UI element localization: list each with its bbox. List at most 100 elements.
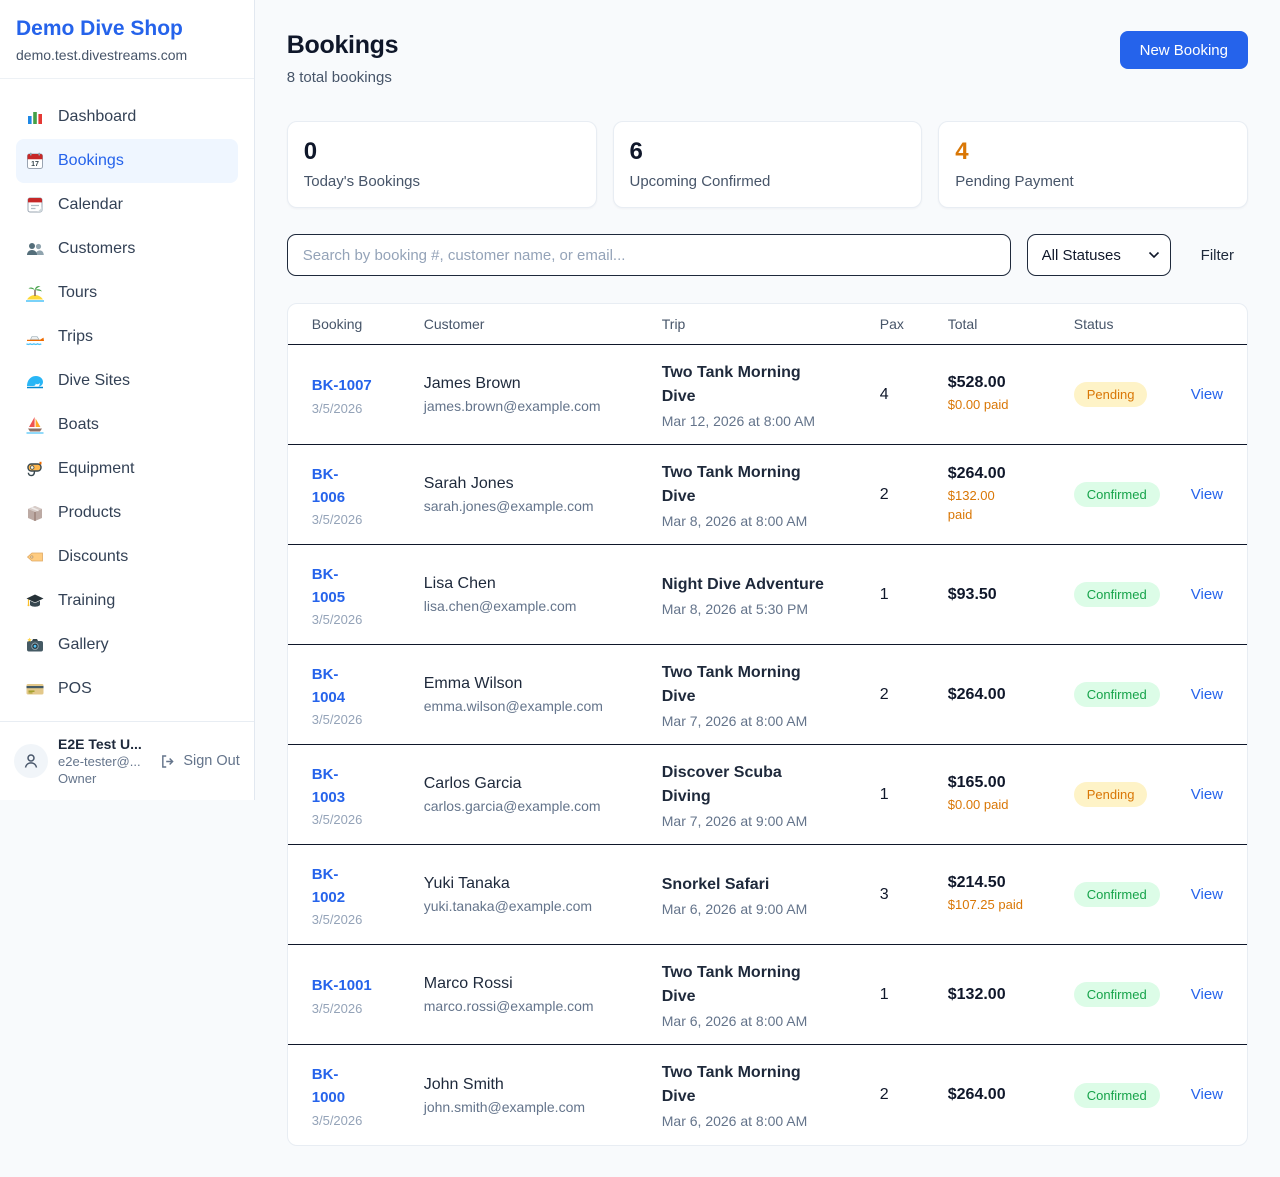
status-filter-select[interactable]: All Statuses <box>1026 234 1171 277</box>
sidebar-item-trips[interactable]: Trips <box>16 315 238 359</box>
sidebar-item-calendar[interactable]: Calendar <box>16 183 238 227</box>
customer-name: Sarah Jones <box>423 475 514 493</box>
stat-label: Today's Bookings <box>303 173 421 191</box>
trip-date: Mar 7, 2026 at 9:00 AM <box>661 812 808 829</box>
sidebar-item-pos[interactable]: POS <box>16 667 238 711</box>
trip-name: Two Tank Morning Dive <box>661 663 801 705</box>
booking-id-link[interactable]: BK-1006 <box>311 465 346 506</box>
sidebar-item-products[interactable]: Products <box>16 491 238 535</box>
trip-date: Mar 8, 2026 at 5:30 PM <box>661 600 809 617</box>
svg-text:17: 17 <box>31 161 39 168</box>
sidebar-item-gallery[interactable]: Gallery <box>16 623 238 667</box>
stat-card-pending-payment: 4 Pending Payment <box>938 121 1248 209</box>
pax-count: 1 <box>879 585 889 603</box>
island-icon <box>25 283 45 303</box>
table-row: BK-1001 3/5/2026 Marco Rossi marco.rossi@e… <box>287 945 1247 1046</box>
sidebar-item-label: Tours <box>58 284 98 301</box>
total-amount: $165.00 <box>947 774 1006 792</box>
view-link[interactable]: View <box>1190 1086 1223 1104</box>
paid-amount: $107.25 paid <box>947 897 1023 913</box>
logout-icon <box>162 754 174 768</box>
total-amount: $132.00 <box>947 985 1006 1003</box>
paid-amount: $0.00 paid <box>947 797 1009 813</box>
sidebar-item-label: Boats <box>58 416 99 433</box>
view-link[interactable]: View <box>1190 985 1223 1003</box>
sidebar-item-discounts[interactable]: Discounts <box>16 535 238 579</box>
view-link[interactable]: View <box>1190 385 1223 403</box>
speedboat-icon <box>25 327 45 347</box>
status-badge: Confirmed <box>1073 482 1160 508</box>
pax-count: 2 <box>879 1086 889 1104</box>
page-title-block: Bookings 8 total bookings <box>287 31 399 86</box>
user-box: E2E Test U... e2e-tester@... Owner Sign … <box>0 721 254 800</box>
customer-email: james.brown@example.com <box>423 398 601 415</box>
bar-chart-icon <box>25 107 45 127</box>
table-row: BK-1003 3/5/2026 Carlos Garcia carlos.garc… <box>287 745 1247 846</box>
view-link[interactable]: View <box>1190 585 1223 603</box>
camera-icon <box>25 635 45 655</box>
sailboat-icon <box>25 415 45 435</box>
user-role: Owner <box>58 771 97 786</box>
total-amount: $93.50 <box>947 585 997 603</box>
trip-name: Snorkel Safari <box>661 875 770 893</box>
stat-label: Pending Payment <box>955 173 1074 191</box>
customer-name: Carlos Garcia <box>423 775 522 793</box>
sidebar-item-label: Discounts <box>58 548 129 565</box>
customer-name: John Smith <box>423 1075 504 1093</box>
status-badge: Pending <box>1073 382 1148 408</box>
user-email: e2e-tester@... <box>58 754 141 769</box>
sidebar-item-equipment[interactable]: Equipment <box>16 447 238 491</box>
sidebar-nav: Dashboard 17 Bookings Calendar Customers… <box>0 79 254 715</box>
sidebar-item-boats[interactable]: Boats <box>16 403 238 447</box>
booking-date: 3/5/2026 <box>311 712 363 728</box>
sign-out-button[interactable]: Sign Out <box>159 753 240 770</box>
view-link[interactable]: View <box>1190 485 1223 503</box>
customer-name: Marco Rossi <box>423 975 513 993</box>
table-row: BK-1004 3/5/2026 Emma Wilson emma.wilson@e… <box>287 645 1247 746</box>
booking-id-link[interactable]: BK-1007 <box>311 377 372 395</box>
stats-row: 0 Today's Bookings 6 Upcoming Confirmed … <box>286 121 1248 209</box>
search-input[interactable] <box>286 234 1011 277</box>
customer-email: lisa.chen@example.com <box>423 598 577 615</box>
sidebar-item-dive-sites[interactable]: Dive Sites <box>16 359 238 403</box>
sidebar-item-customers[interactable]: Customers <box>16 227 238 271</box>
view-link[interactable]: View <box>1190 885 1223 903</box>
booking-id-link[interactable]: BK-1003 <box>311 765 346 806</box>
trip-name: Night Dive Adventure <box>661 575 824 593</box>
booking-id-link[interactable]: BK-1000 <box>311 1066 346 1107</box>
sidebar-item-tours[interactable]: Tours <box>16 271 238 315</box>
brand-block: Demo Dive Shop demo.test.divestreams.com <box>0 0 254 79</box>
sign-out-label: Sign Out <box>183 753 240 769</box>
total-amount: $264.00 <box>947 465 1006 483</box>
trip-name: Two Tank Morning Dive <box>661 1064 801 1106</box>
page-title: Bookings <box>286 31 399 59</box>
trip-name: Discover Scuba Diving <box>661 763 782 805</box>
sidebar-item-training[interactable]: Training <box>16 579 238 623</box>
booking-id-link[interactable]: BK-1005 <box>311 565 346 606</box>
trip-date: Mar 6, 2026 at 8:00 AM <box>661 1012 808 1029</box>
people-icon <box>25 239 45 259</box>
stat-value: 6 <box>629 138 643 165</box>
avatar <box>14 744 48 778</box>
sidebar-item-bookings[interactable]: 17 Bookings <box>16 139 238 183</box>
customer-name: Lisa Chen <box>423 575 496 593</box>
sidebar-item-label: POS <box>58 680 92 697</box>
paid-amount: $132.00 paid <box>947 488 995 522</box>
column-header-trip: Trip <box>661 316 686 333</box>
customer-name: James Brown <box>423 375 521 393</box>
booking-date: 3/5/2026 <box>311 1112 363 1128</box>
sidebar-item-dashboard[interactable]: Dashboard <box>16 95 238 139</box>
table-row: BK-1000 3/5/2026 John Smith john.smith@exa… <box>288 1045 1247 1145</box>
customer-name: Emma Wilson <box>423 675 523 693</box>
new-booking-button[interactable]: New Booking <box>1119 31 1248 69</box>
booking-id-link[interactable]: BK-1002 <box>311 865 346 906</box>
sidebar-item-label: Equipment <box>58 460 135 477</box>
booking-id-link[interactable]: BK-1001 <box>311 977 372 995</box>
bookings-table: Booking Customer Trip Pax Total Status B… <box>286 303 1248 1147</box>
stat-card-upcoming-confirmed: 6 Upcoming Confirmed <box>612 121 923 209</box>
view-link[interactable]: View <box>1190 685 1223 703</box>
view-link[interactable]: View <box>1190 785 1223 803</box>
table-header-row: Booking Customer Trip Pax Total Status <box>287 304 1247 346</box>
filter-button[interactable]: Filter <box>1187 247 1248 264</box>
booking-id-link[interactable]: BK-1004 <box>311 665 346 706</box>
